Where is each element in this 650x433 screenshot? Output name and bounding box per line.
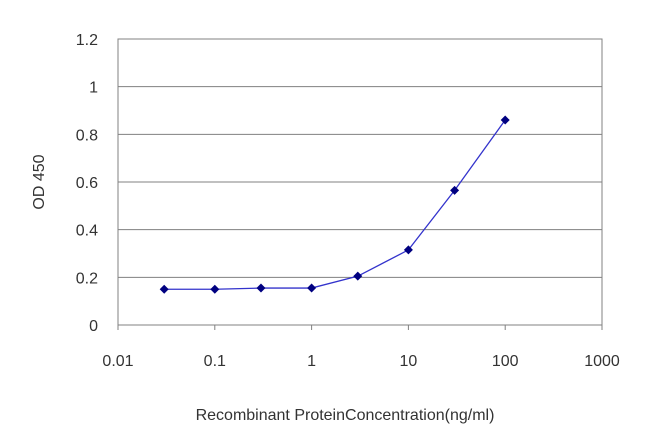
data-point-6 bbox=[450, 185, 460, 195]
x-tick-label: 0.1 bbox=[204, 353, 226, 370]
x-tick-label: 100 bbox=[492, 353, 519, 370]
y-axis-label: OD 450 bbox=[31, 154, 48, 209]
x-tick-label: 0.01 bbox=[102, 353, 133, 370]
y-tick-label: 0.4 bbox=[76, 223, 98, 240]
plot-area-frame bbox=[117, 38, 603, 326]
y-tick-label: 0.8 bbox=[76, 127, 98, 144]
data-point-0 bbox=[159, 284, 169, 294]
y-tick-label: 0.2 bbox=[76, 270, 98, 287]
data-point-1 bbox=[210, 284, 220, 294]
x-axis-label: Recombinant ProteinConcentration(ng/ml) bbox=[196, 407, 495, 424]
series-line-0 bbox=[164, 119, 506, 290]
x-tick-label: 1 bbox=[307, 353, 316, 370]
y-tick-label: 1.2 bbox=[76, 32, 98, 49]
y-tick-label: 0.6 bbox=[76, 175, 98, 192]
data-point-2 bbox=[256, 283, 266, 293]
data-point-7 bbox=[500, 115, 510, 125]
x-tick-labels: 0.01 0.1 1 10 100 1000 bbox=[102, 353, 619, 370]
series-layer bbox=[159, 115, 510, 294]
y-tick-label: 0 bbox=[89, 318, 98, 335]
data-point-3 bbox=[307, 283, 317, 293]
grid-layer bbox=[117, 86, 603, 330]
data-point-4 bbox=[353, 271, 363, 281]
y-tick-label: 1 bbox=[89, 80, 98, 97]
x-tick-label: 1000 bbox=[584, 353, 620, 370]
x-tick-label: 10 bbox=[400, 353, 418, 370]
data-point-5 bbox=[403, 245, 413, 255]
y-tick-labels: 0 0.2 0.4 0.6 0.8 1 1.2 bbox=[76, 32, 98, 335]
